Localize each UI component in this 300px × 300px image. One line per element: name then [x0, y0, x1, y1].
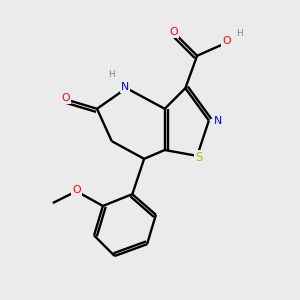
Text: O: O: [62, 94, 70, 103]
Text: O: O: [169, 27, 178, 37]
Text: N: N: [121, 82, 129, 92]
Text: O: O: [222, 36, 231, 46]
Text: N: N: [214, 116, 222, 126]
Text: H: H: [108, 70, 115, 80]
Text: S: S: [195, 151, 202, 164]
Text: H: H: [236, 29, 243, 38]
Text: O: O: [72, 185, 81, 195]
